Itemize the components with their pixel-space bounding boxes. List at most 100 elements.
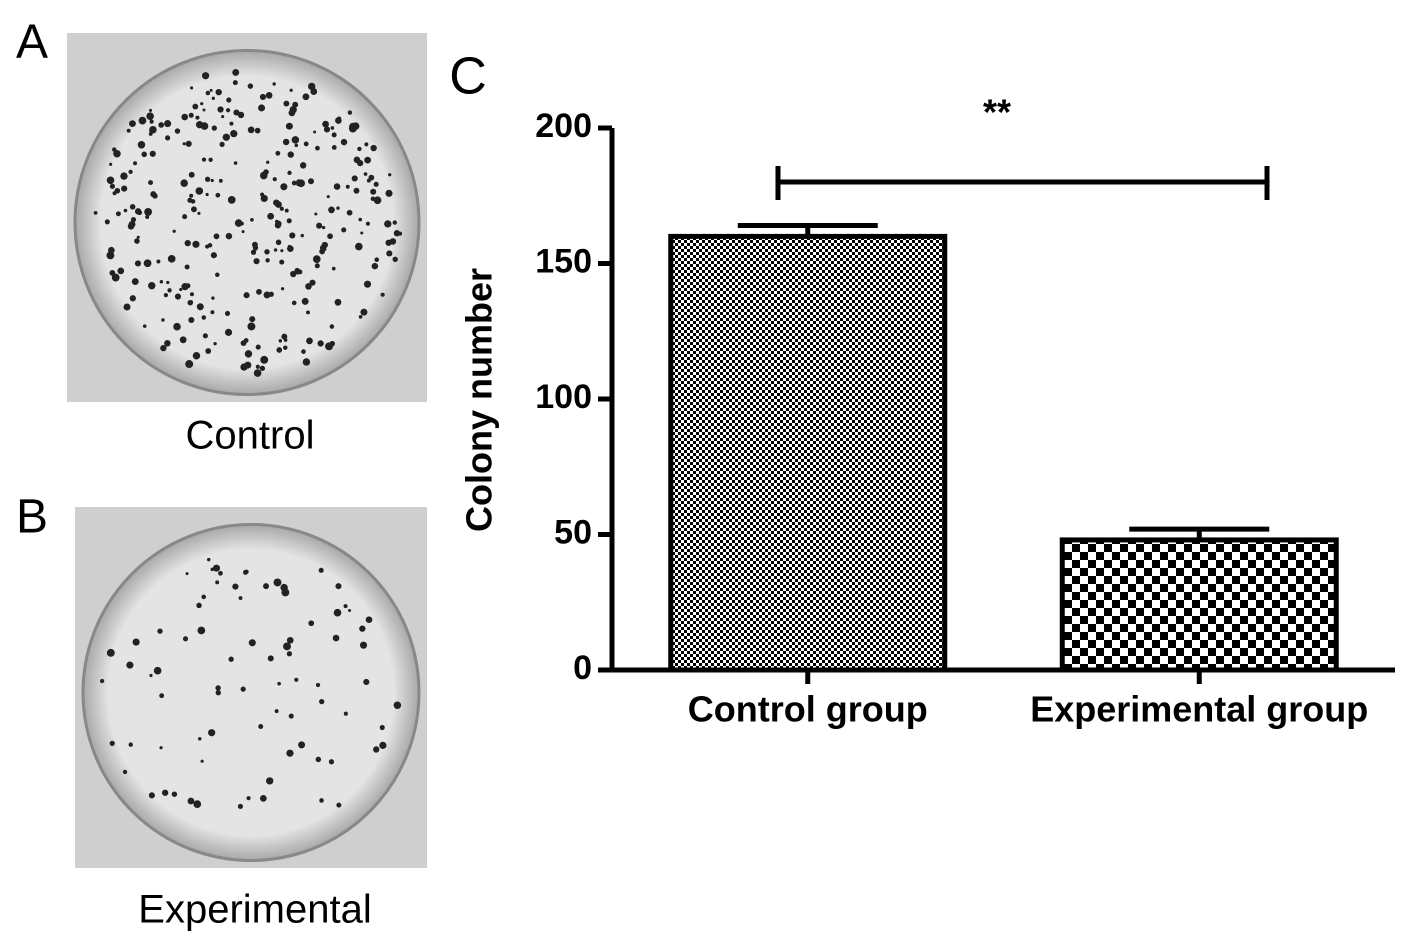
colony [343,604,348,609]
colony [318,567,324,573]
colony [331,132,337,138]
colony [285,122,293,130]
colony [196,602,202,609]
colony [393,701,402,709]
colony [247,83,254,89]
photo-caption: Control [186,414,315,458]
colony [192,103,199,110]
colony [221,114,225,119]
colony [298,741,306,749]
colony [321,225,326,230]
colony [159,746,163,750]
colony [230,130,238,138]
colony [191,206,197,213]
colony [222,133,230,141]
panel-label: B [16,491,48,544]
colony [158,122,165,128]
colony [206,557,211,562]
colony [153,666,162,675]
colony [251,241,258,248]
colony [384,220,392,228]
colony [163,292,169,298]
colony [268,291,274,297]
colony [327,233,333,240]
colony [283,642,291,651]
colony [260,194,268,203]
colony [128,169,133,175]
colony [280,583,288,592]
colony [302,358,311,366]
colony [131,278,139,286]
colony [292,101,299,108]
colony [133,161,138,166]
colony [127,222,135,230]
colony [205,192,209,197]
colony [296,179,302,185]
colony [144,208,153,216]
colony [157,628,163,634]
colony [273,248,278,252]
colony [189,193,194,198]
colony [379,741,387,749]
colony [306,337,313,345]
colony [173,322,181,331]
colony [286,636,294,644]
colony [188,316,195,324]
colony [160,344,167,352]
colony [328,206,335,214]
colony [149,119,154,124]
colony [290,270,297,278]
colony [148,108,153,112]
colony [196,303,204,311]
colony [346,209,353,216]
colony [146,112,154,120]
colony [243,292,250,299]
colony [315,756,322,763]
colony [333,608,342,617]
colony [181,113,189,121]
colony [138,116,147,125]
colony [330,126,335,130]
y-tick-label: 200 [535,107,592,145]
colony [150,191,157,198]
colony [314,212,318,216]
colony [148,180,153,186]
colony [265,92,273,99]
colony [250,249,257,255]
colony [195,120,204,129]
colony [213,341,217,346]
colony [202,333,208,339]
colony [240,363,248,371]
colony [109,183,116,189]
colony [279,206,284,211]
colony [233,161,238,165]
colony [309,279,316,286]
colony [188,171,195,178]
y-tick-label: 50 [554,513,592,551]
colony [332,634,340,642]
colony [345,184,350,189]
colony [112,191,117,196]
colony [193,800,202,809]
colony [167,288,172,293]
colony [348,124,357,133]
colony [279,259,285,265]
colony [164,120,172,128]
colony [325,342,334,351]
colony [211,296,215,300]
colony [323,126,331,133]
colony [314,263,320,269]
colony [274,709,279,714]
colony [340,138,348,146]
colony [299,162,307,169]
colony [248,639,256,647]
colony [174,293,182,300]
colony [211,125,217,131]
colony [232,80,238,86]
colony [337,116,342,121]
colony [286,651,293,657]
colony [264,249,270,255]
colony [201,157,207,162]
colony [267,212,275,220]
colony [174,128,181,134]
